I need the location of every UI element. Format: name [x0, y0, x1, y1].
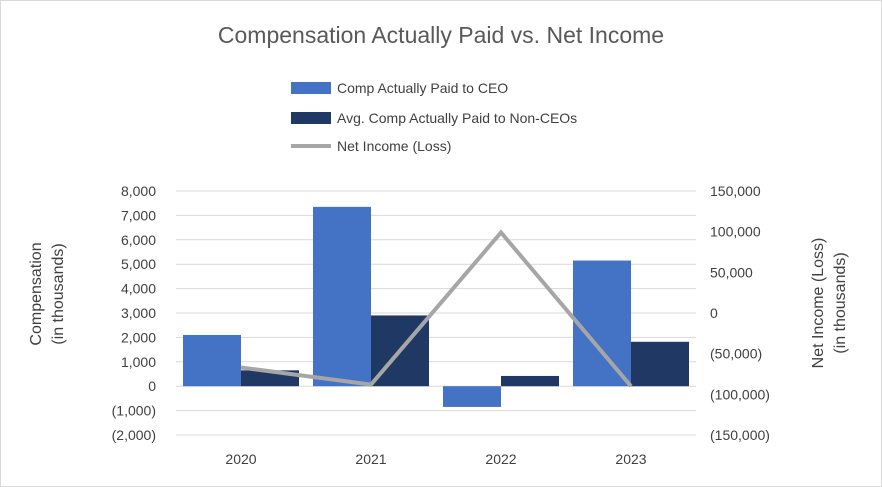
legend-swatch-ceo — [291, 82, 331, 94]
bar-non-ceo-2022 — [501, 375, 559, 387]
right-tick-label: 50,000 — [710, 264, 753, 280]
net-income-line-group — [240, 229, 633, 388]
left-axis-label-line1: Compensation — [28, 242, 45, 345]
left-axis-label: Compensation (in thousands) — [28, 242, 67, 345]
x-tick-label-2022: 2022 — [485, 451, 516, 467]
left-axis-label-line2: (in thousands) — [50, 243, 67, 344]
right-tick-label: 0 — [710, 305, 718, 321]
left-axis-ticks: 8,000 7,000 6,000 5,000 4,000 3,000 2,000 1,000… — [112, 183, 157, 443]
bars — [183, 206, 689, 407]
legend-swatch-non-ceo — [291, 112, 331, 124]
right-tick-label: (150,000) — [710, 427, 770, 443]
legend-label-net-income: Net Income (Loss) — [337, 138, 451, 154]
right-axis-label: Net Income (Loss) (in thousands) — [810, 238, 849, 369]
x-tick-label-2023: 2023 — [615, 451, 646, 467]
left-tick-label: 4,000 — [121, 281, 156, 297]
x-tick-label-2020: 2020 — [225, 451, 256, 467]
bar-ceo-2023 — [573, 260, 631, 387]
left-tick-label: 0 — [148, 378, 156, 394]
left-tick-label: 6,000 — [121, 232, 156, 248]
chart-title: Compensation Actually Paid vs. Net Incom… — [218, 22, 664, 48]
left-tick-label: 5,000 — [121, 256, 156, 272]
left-tick-label: 1,000 — [121, 354, 156, 370]
x-tick-label-2021: 2021 — [355, 451, 386, 467]
legend-label-non-ceo: Avg. Comp Actually Paid to Non-CEOs — [337, 110, 577, 126]
legend-label-ceo: Comp Actually Paid to CEO — [337, 80, 508, 96]
right-tick-label: (50,000) — [710, 346, 762, 362]
legend: Comp Actually Paid to CEO Avg. Comp Actu… — [291, 80, 577, 154]
right-axis-ticks: 150,000 100,000 50,000 0 (50,000) (100,000) (1… — [710, 183, 770, 443]
left-tick-label: 2,000 — [121, 329, 156, 345]
left-tick-label: 7,000 — [121, 207, 156, 223]
right-axis-label-line1: Net Income (Loss) — [810, 238, 827, 369]
net-income-line — [240, 229, 633, 388]
bar-ceo-2020 — [183, 334, 241, 387]
left-tick-label: (2,000) — [112, 427, 156, 443]
right-axis-label-line2: (in thousands) — [832, 252, 849, 353]
right-tick-label: (100,000) — [710, 386, 770, 402]
right-tick-label: 100,000 — [710, 224, 761, 240]
right-tick-label: 150,000 — [710, 183, 761, 199]
left-tick-label: 8,000 — [121, 183, 156, 199]
left-tick-label: 3,000 — [121, 305, 156, 321]
bar-ceo-2021 — [313, 206, 371, 387]
bar-non-ceo-2023 — [631, 341, 689, 387]
left-tick-label: (1,000) — [112, 403, 156, 419]
bar-ceo-2022 — [443, 386, 501, 407]
x-axis-ticks: 2020 2021 2022 2023 — [225, 451, 646, 467]
